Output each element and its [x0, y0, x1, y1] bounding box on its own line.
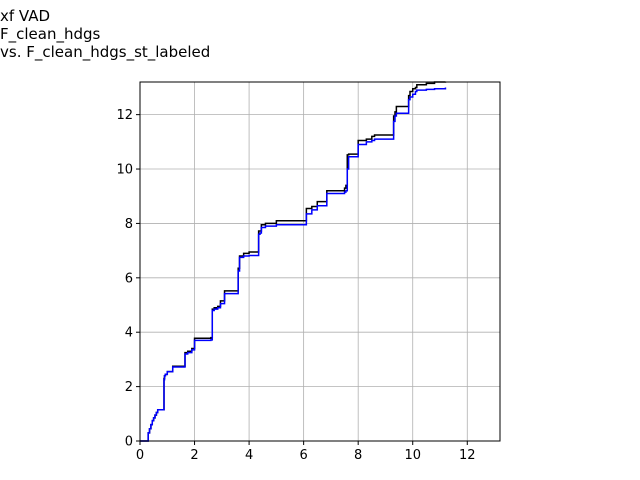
chart-title-line-2: F_clean_hdgs [0, 25, 101, 43]
x-tick-label: 0 [136, 448, 144, 463]
y-tick-label: 0 [125, 435, 133, 450]
y-tick-label: 2 [125, 380, 133, 395]
axes-frame [139, 81, 501, 442]
x-tick-label: 12 [459, 448, 476, 463]
chart-title-line-1: xf VAD [0, 7, 51, 25]
x-tick-label: 2 [190, 448, 198, 463]
y-tick-label: 6 [125, 271, 133, 286]
series-line-2 [140, 87, 447, 442]
x-tick-label: 8 [354, 448, 362, 463]
x-tick-label: 4 [245, 448, 253, 463]
y-tick-label: 8 [125, 217, 133, 232]
series-line-1 [140, 81, 447, 442]
y-tick-label: 10 [116, 163, 133, 178]
y-tick-label: 4 [125, 326, 133, 341]
chart-title: xf VAD F_clean_hdgs vs. F_clean_hdgs_st_… [0, 7, 210, 61]
x-tick-label: 10 [404, 448, 421, 463]
x-tick-label: 6 [299, 448, 307, 463]
grid [139, 82, 500, 442]
y-tick-label: 12 [116, 108, 133, 123]
chart-title-line-3: vs. F_clean_hdgs_st_labeled [0, 43, 211, 61]
series-layer [140, 81, 447, 442]
ticks: 0 2 4 6 8 10 12 0 2 4 6 8 10 12 [116, 108, 475, 463]
